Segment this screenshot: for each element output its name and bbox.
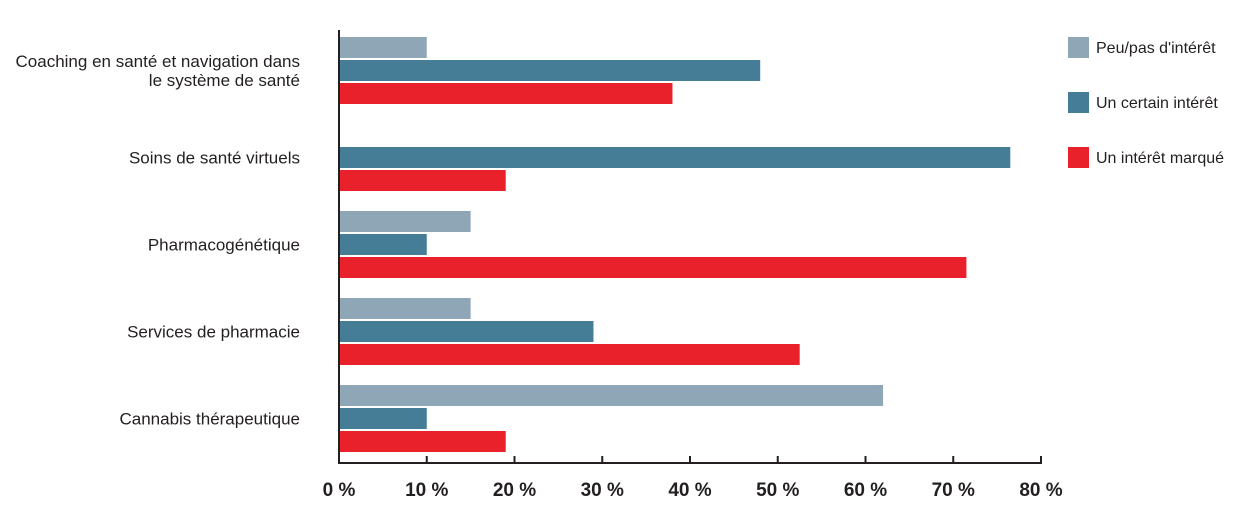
x-tick-label-1: 10 %	[405, 480, 448, 501]
legend-swatch-3	[1068, 147, 1089, 168]
legend-swatch-1	[1068, 37, 1089, 58]
bar-1-category-4	[339, 298, 471, 319]
bar-2-category-5	[339, 408, 427, 429]
category-label-4: Services de pharmacie	[127, 323, 300, 342]
bar-2-category-2	[339, 147, 1011, 168]
bar-1-category-5	[339, 385, 884, 406]
legend-label-3: Un intérêt marqué	[1096, 150, 1224, 167]
x-tick-label-5: 50 %	[756, 480, 799, 501]
category-label-3: Pharmacogénétique	[148, 236, 300, 255]
x-tick-label-2: 20 %	[493, 480, 536, 501]
bar-2-category-1	[339, 60, 761, 81]
legend: Peu/pas d'intérêt Un certain intérêt Un in…	[1068, 37, 1224, 168]
bar-1-category-1	[339, 37, 427, 58]
bar-3-category-1	[339, 83, 673, 104]
category-label-2: Soins de santé virtuels	[129, 149, 300, 168]
x-tick-label-4: 40 %	[668, 480, 711, 501]
bar-1-category-3	[339, 211, 471, 232]
axes: 0 % 10 % 20 % 30 % 40 % 50 % 60 % 70 % 80 %	[323, 30, 1063, 501]
category-label-1: Coaching en santé et navigation dans le s…	[16, 52, 300, 90]
category-label-5: Cannabis thérapeutique	[119, 410, 300, 429]
legend-swatch-2	[1068, 92, 1089, 113]
x-tick-label-8: 80 %	[1019, 480, 1062, 501]
bar-area	[339, 37, 1011, 452]
bar-3-category-2	[339, 170, 506, 191]
x-tick-label-7: 70 %	[932, 480, 975, 501]
legend-label-2: Un certain intérêt	[1096, 95, 1218, 112]
bar-3-category-3	[339, 257, 967, 278]
x-tick-label-3: 30 %	[581, 480, 624, 501]
x-tick-label-6: 60 %	[844, 480, 887, 501]
bar-2-category-3	[339, 234, 427, 255]
bar-3-category-5	[339, 431, 506, 452]
x-tick-label-0: 0 %	[323, 480, 356, 501]
legend-label-1: Peu/pas d'intérêt	[1096, 40, 1216, 57]
category-labels: Coaching en santé et navigation dans le s…	[16, 52, 300, 429]
bar-3-category-4	[339, 344, 800, 365]
bar-2-category-4	[339, 321, 594, 342]
